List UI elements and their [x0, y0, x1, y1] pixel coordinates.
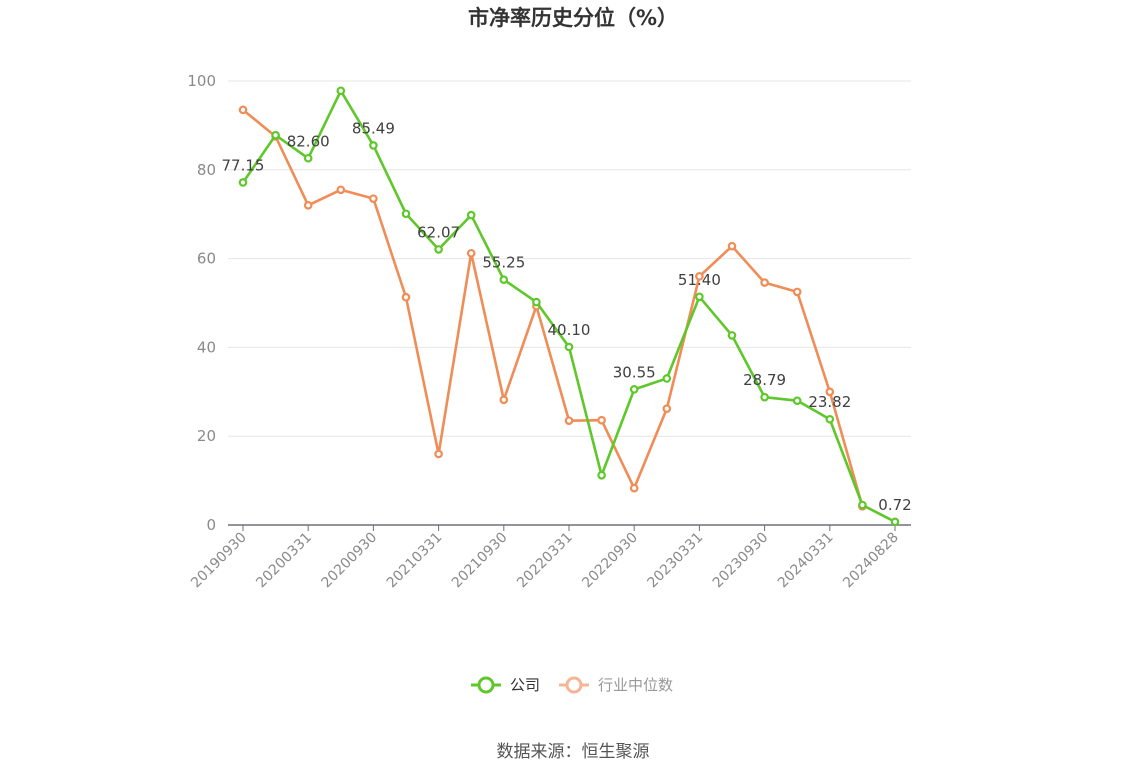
- data-point: [369, 194, 378, 203]
- data-point: [760, 278, 769, 287]
- data-point: [695, 292, 704, 302]
- legend-marker-industry-median: [565, 676, 583, 694]
- data-point: [597, 415, 606, 425]
- y-tick-label: 100: [187, 72, 216, 90]
- data-point: [434, 449, 443, 459]
- series-line: [241, 89, 896, 523]
- data-point: [564, 416, 574, 425]
- x-tick-label: 20220331: [514, 530, 576, 592]
- legend-label-industry-median: 行业中位数: [598, 676, 673, 694]
- data-point: [597, 470, 606, 480]
- data-point: [466, 210, 476, 220]
- x-tick-label: 20210930: [449, 530, 511, 592]
- data-point: [629, 385, 639, 394]
- data-label: 77.15: [222, 156, 265, 174]
- data-point: [727, 241, 737, 251]
- data-point: [662, 404, 672, 413]
- x-tick-label: 20200930: [319, 530, 381, 592]
- data-point: [825, 414, 835, 424]
- x-tick-label: 20200331: [253, 530, 315, 592]
- x-tick-label: 20220930: [579, 530, 641, 592]
- data-point: [792, 287, 802, 297]
- data-point: [499, 395, 509, 405]
- data-point: [499, 275, 509, 284]
- data-point: [662, 374, 672, 383]
- data-label: 30.55: [613, 363, 656, 381]
- data-point: [825, 387, 835, 397]
- data-point: [532, 297, 541, 307]
- data-point: [727, 331, 737, 340]
- data-point: [303, 153, 313, 163]
- y-tick-label: 60: [197, 250, 216, 268]
- legend-item-industry-median[interactable]: 行业中位数: [559, 676, 673, 694]
- legend: 公司 行业中位数: [471, 676, 673, 694]
- data-point: [564, 342, 574, 352]
- data-point: [890, 517, 900, 527]
- series-line: [242, 108, 864, 507]
- x-tick-label: 20230331: [645, 530, 707, 592]
- data-labels: 77.15 82.60 85.49 62.07 55.25 40.10 30.55 51.40…: [222, 119, 912, 513]
- data-point: [369, 141, 378, 150]
- data-point: [792, 396, 802, 405]
- data-point: [695, 272, 704, 281]
- data-label: 23.82: [808, 393, 851, 411]
- data-point: [336, 86, 346, 96]
- data-point: [336, 185, 346, 195]
- data-point: [401, 209, 411, 219]
- grid: [228, 80, 911, 437]
- legend-item-company[interactable]: 公司: [471, 676, 540, 694]
- data-point: [271, 130, 280, 140]
- series-company: [238, 86, 900, 527]
- source-note: 数据来源：恒生聚源: [497, 742, 650, 762]
- y-tick-label: 0: [206, 516, 216, 534]
- data-point: [303, 201, 313, 210]
- data-point: [238, 178, 248, 187]
- data-point: [629, 483, 639, 493]
- series-layer: [238, 86, 900, 527]
- data-label: 28.79: [743, 371, 786, 389]
- x-tick-label: 20210331: [384, 530, 446, 592]
- x-tick-label: 20240828: [840, 530, 902, 592]
- data-point: [434, 245, 443, 254]
- legend-label-company: 公司: [510, 676, 540, 694]
- x-tick-label: 20230930: [710, 530, 772, 592]
- y-tick-label: 80: [197, 161, 216, 179]
- data-label: 40.10: [548, 321, 591, 339]
- data-point: [466, 248, 476, 258]
- data-point: [760, 392, 769, 402]
- data-point: [238, 105, 248, 115]
- series-industry-median: [238, 105, 867, 511]
- data-label: 82.60: [287, 132, 330, 150]
- data-label: 51.40: [678, 271, 721, 289]
- data-label: 55.25: [482, 254, 525, 272]
- chart-title: 市净率历史分位（%）: [468, 6, 678, 30]
- y-tick-label: 40: [197, 338, 216, 356]
- legend-marker-company: [477, 676, 495, 694]
- data-point: [401, 292, 411, 302]
- data-label: 0.72: [878, 496, 911, 514]
- data-point: [858, 500, 867, 510]
- y-tick-label: 20: [197, 427, 216, 445]
- data-label: 62.07: [417, 223, 460, 241]
- x-tick-label: 20240331: [775, 530, 837, 592]
- x-tick-label: 20190930: [188, 530, 250, 592]
- data-label: 85.49: [352, 119, 395, 137]
